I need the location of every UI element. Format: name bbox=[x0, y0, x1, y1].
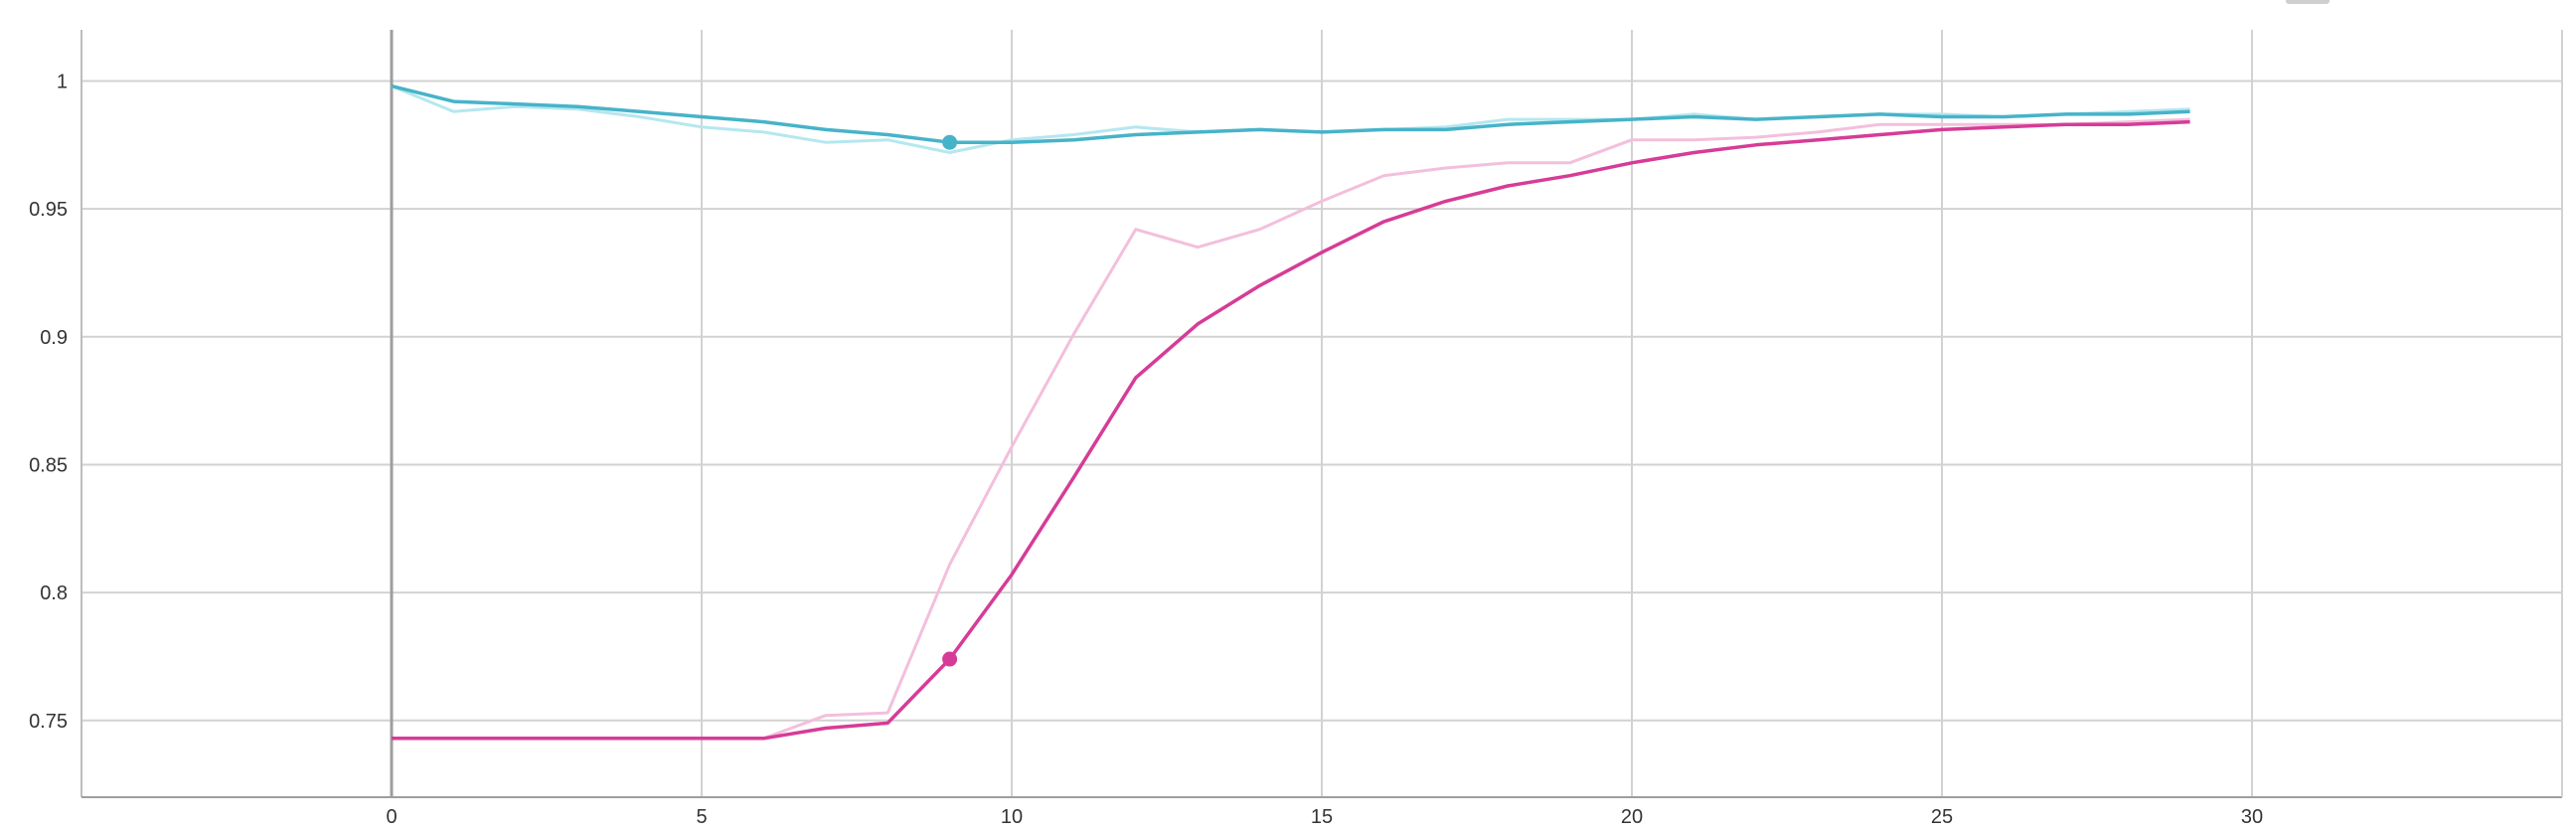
legend-chip[interactable] bbox=[2286, 0, 2330, 4]
series-0-smoothed-line bbox=[391, 83, 2190, 144]
series-0-hover-point[interactable] bbox=[942, 134, 958, 150]
x-tick-label: 5 bbox=[696, 806, 707, 828]
x-tick-label: 30 bbox=[2241, 806, 2263, 828]
y-tick-label: 0.95 bbox=[29, 199, 68, 221]
series-1-raw-line bbox=[392, 117, 2190, 741]
x-tick-label: 10 bbox=[1001, 806, 1023, 828]
series-1-smoothed-line bbox=[392, 119, 2190, 741]
y-tick-label: 0.8 bbox=[40, 583, 68, 604]
x-tick-label: 0 bbox=[386, 806, 397, 828]
x-tick-label: 15 bbox=[1311, 806, 1333, 828]
y-tick-label: 0.75 bbox=[29, 711, 68, 733]
y-tick-label: 0.9 bbox=[40, 327, 68, 349]
series-1-hover-point[interactable] bbox=[942, 651, 958, 667]
x-tick-label: 20 bbox=[1621, 806, 1643, 828]
series-0-raw-line bbox=[391, 84, 2190, 154]
y-tick-label: 1 bbox=[57, 71, 68, 92]
x-tick-label: 25 bbox=[1931, 806, 1953, 828]
y-tick-label: 0.85 bbox=[29, 454, 68, 476]
